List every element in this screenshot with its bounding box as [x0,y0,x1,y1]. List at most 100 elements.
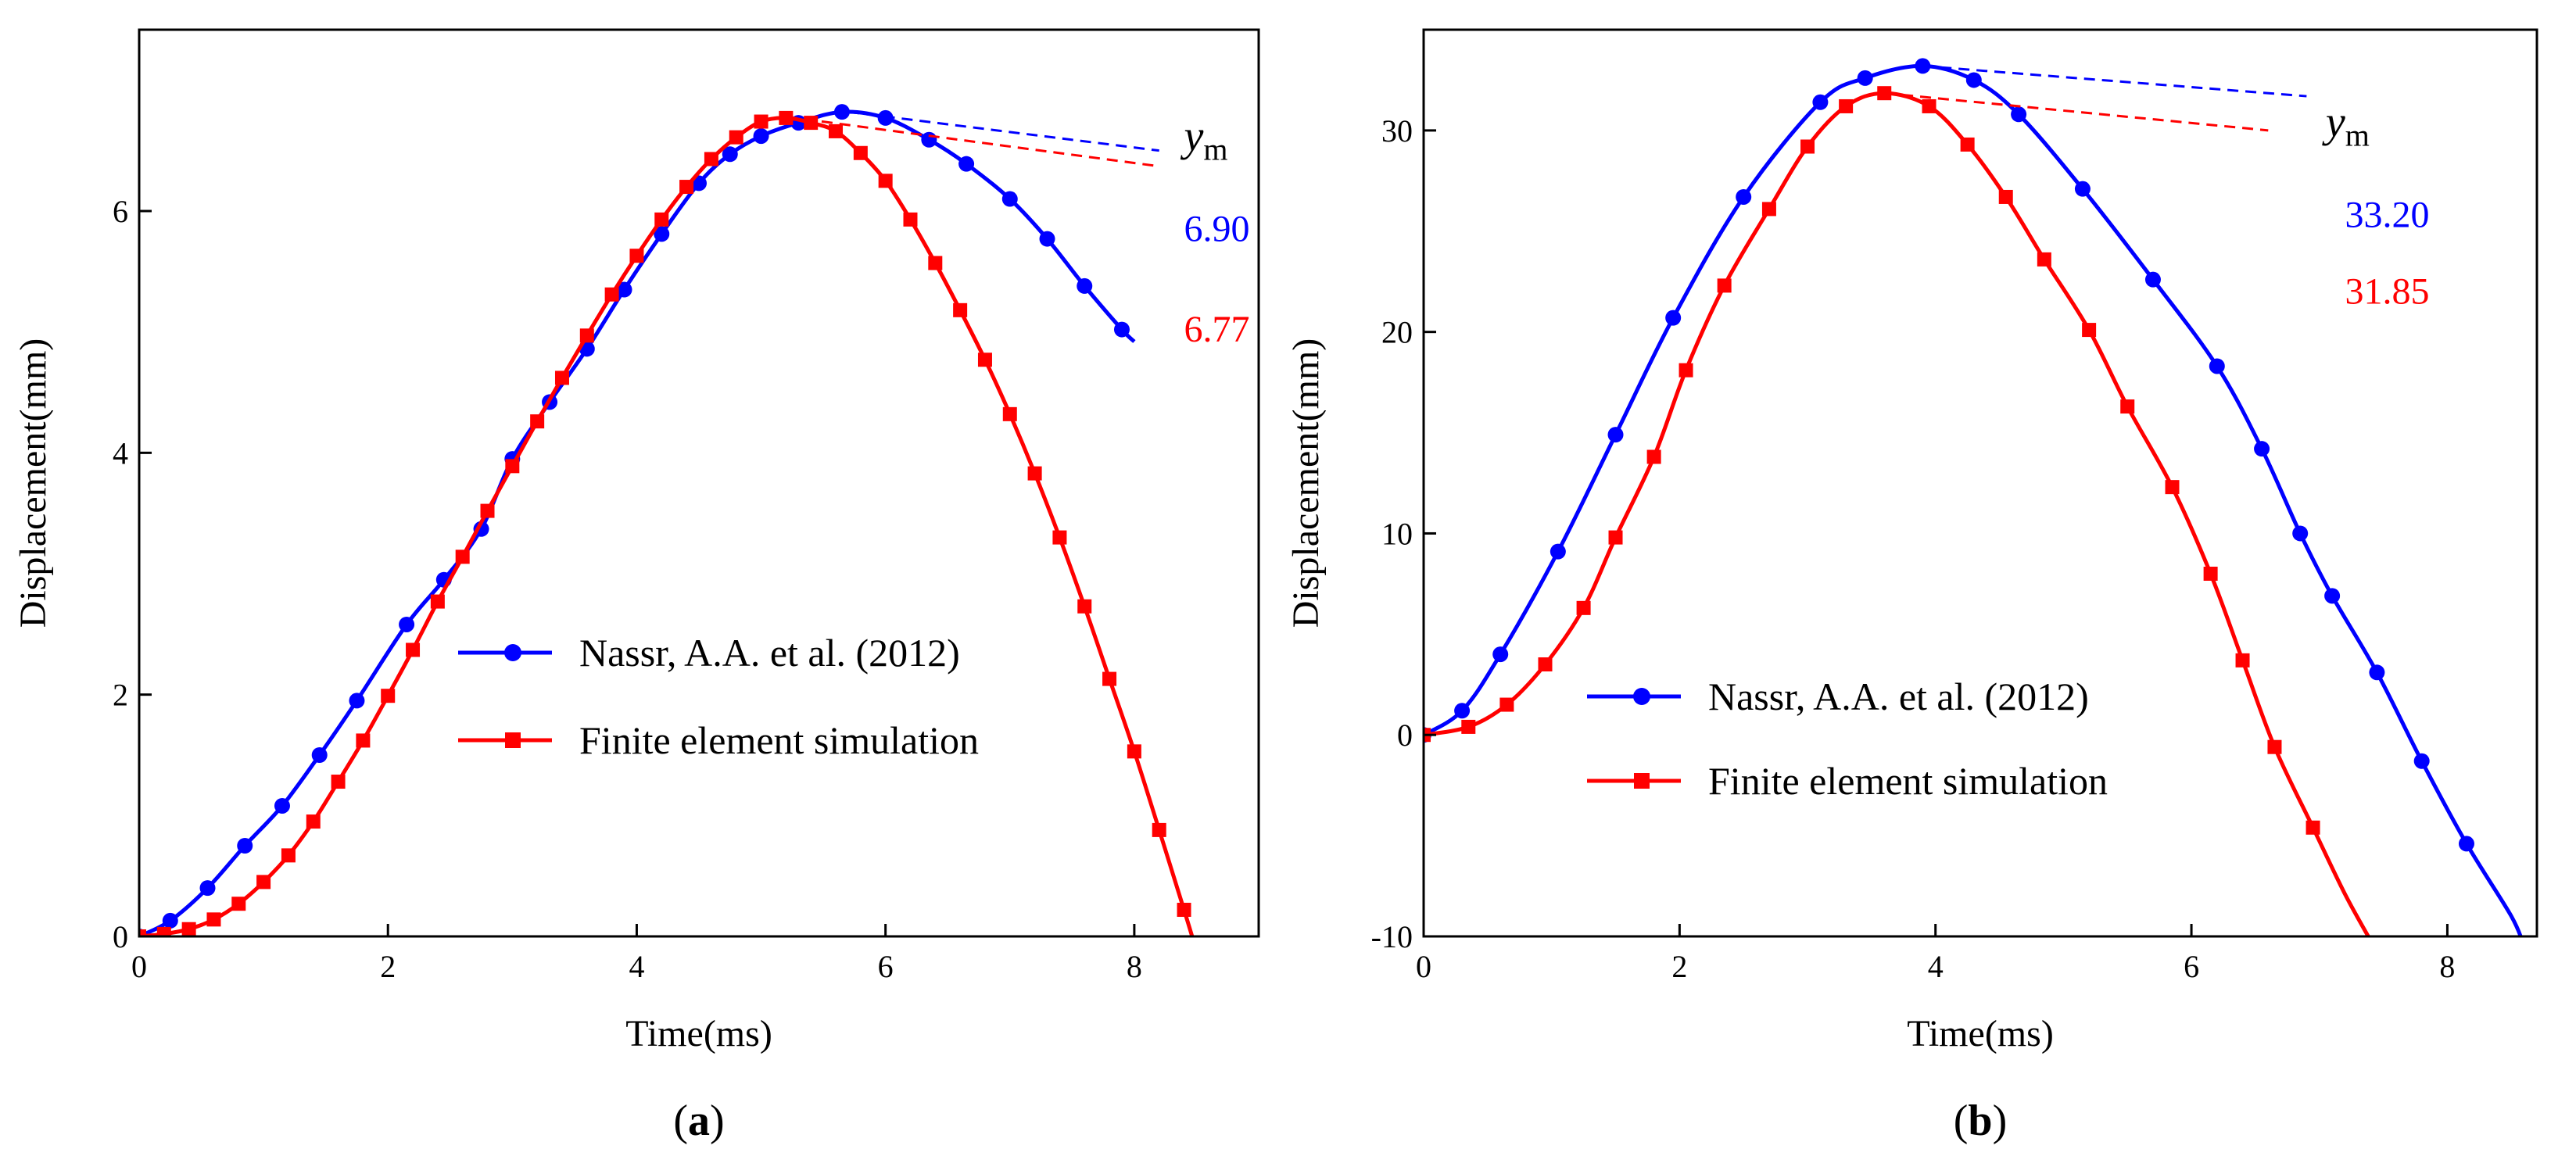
data-point-nassr [1039,231,1055,247]
data-point-fe [1177,902,1191,917]
data-point-fe [206,912,221,927]
data-point-fe [1761,202,1776,217]
data-point-nassr [2413,753,2430,769]
plot-series-b [1424,58,2523,936]
data-point-fe [977,353,992,367]
panel-label-a: (a) [673,1097,724,1145]
data-point-fe [2082,323,2097,338]
data-point-fe [1679,363,1693,378]
data-point-nassr [2458,836,2474,852]
data-point-fe [1077,599,1092,614]
data-point-nassr [2324,588,2341,604]
data-point-fe [754,114,769,129]
data-point-fe [629,249,644,263]
x-tick-label: 6 [2184,949,2199,984]
data-point-nassr [2011,106,2027,123]
peak-guide-line [786,115,1159,168]
data-point-fe [654,212,669,227]
data-point-nassr [199,880,216,897]
legend-marker-fe-b [1634,773,1650,789]
legend-label-fe-a: Finite element simulation [579,718,979,762]
y-tick-label: 30 [1381,113,1413,149]
peak-value-nassr-a: 6.90 [1184,209,1250,250]
data-point-fe [2165,480,2180,495]
y-tick-label: 2 [113,678,128,713]
x-tick-label: 8 [1127,949,1142,984]
data-point-nassr [237,838,253,854]
data-point-fe [2306,820,2320,835]
ym-label-b: ym [2322,98,2370,153]
y-tick-label: 10 [1381,516,1413,551]
annotation-b: ym 33.20 31.85 [2322,98,2430,313]
data-point-fe [156,926,171,936]
data-point-nassr [1454,703,1471,719]
data-point-nassr [2369,664,2385,681]
data-point-fe [928,256,943,270]
data-point-nassr [958,156,975,172]
data-point-fe [1576,600,1591,615]
data-point-nassr [399,616,415,632]
data-point-fe [1922,98,1936,113]
annotation-a: ym 6.90 6.77 [1181,113,1250,350]
data-point-nassr [1077,277,1093,294]
data-point-fe [505,459,520,474]
x-tick-label: 6 [878,949,894,984]
data-point-fe [381,689,396,703]
data-point-nassr [921,131,937,148]
peak-value-nassr-b: 33.20 [2345,195,2429,236]
peak-guide-line [847,110,1159,152]
axis-ticks-a: 0 2 4 6 8 0 2 4 6 [113,194,1142,984]
x-axis-label-b: Time(ms) [1907,1013,2054,1054]
data-point-nassr [654,226,670,242]
legend-marker-nassr-a [504,644,521,661]
y-tick-label: 4 [113,435,128,471]
data-point-fe [679,180,694,195]
data-point-nassr [1812,94,1829,110]
data-point-fe [1538,657,1553,671]
data-point-fe [530,414,545,429]
data-point-fe [1002,406,1017,421]
data-point-fe [430,594,445,609]
data-point-fe [2120,399,2135,414]
data-point-fe [1152,822,1166,837]
data-point-fe [1646,449,1661,464]
data-point-fe [256,875,271,889]
series-line-fe-b [1424,91,2371,936]
peak-guide-line [1922,64,2307,98]
data-point-fe [704,152,718,166]
data-point-nassr [1965,72,1982,88]
data-point-fe [2203,567,2218,581]
data-point-fe [480,503,495,518]
data-point-fe [406,643,421,657]
data-point-fe [729,130,743,145]
data-point-nassr [2144,271,2161,288]
y-tick-label: 20 [1381,315,1413,350]
y-tick-label: 6 [113,194,128,229]
data-point-fe [853,145,868,160]
data-point-nassr [877,109,894,126]
data-point-nassr [2074,181,2091,197]
data-point-fe [604,287,619,302]
data-point-fe [1960,137,1975,152]
data-point-nassr [1001,191,1018,207]
data-point-nassr [833,104,850,120]
peak-value-fe-b: 31.85 [2345,271,2429,313]
data-point-fe [1052,530,1067,545]
data-point-fe [1027,466,1042,481]
series-line-fe-a [139,116,1195,936]
legend-marker-fe-a [505,732,521,748]
panel-label-b: (b) [1954,1097,2007,1145]
y-tick-label: 0 [1397,718,1413,753]
data-point-nassr [1736,188,1752,205]
x-tick-label: 4 [1928,949,1944,984]
data-point-nassr [311,747,328,763]
data-point-fe [1102,671,1117,686]
y-axis-label-b: Displacement(mm) [1285,338,1327,628]
plot-series-a [139,104,1195,936]
data-point-nassr [349,693,365,709]
data-point-fe [878,174,893,188]
